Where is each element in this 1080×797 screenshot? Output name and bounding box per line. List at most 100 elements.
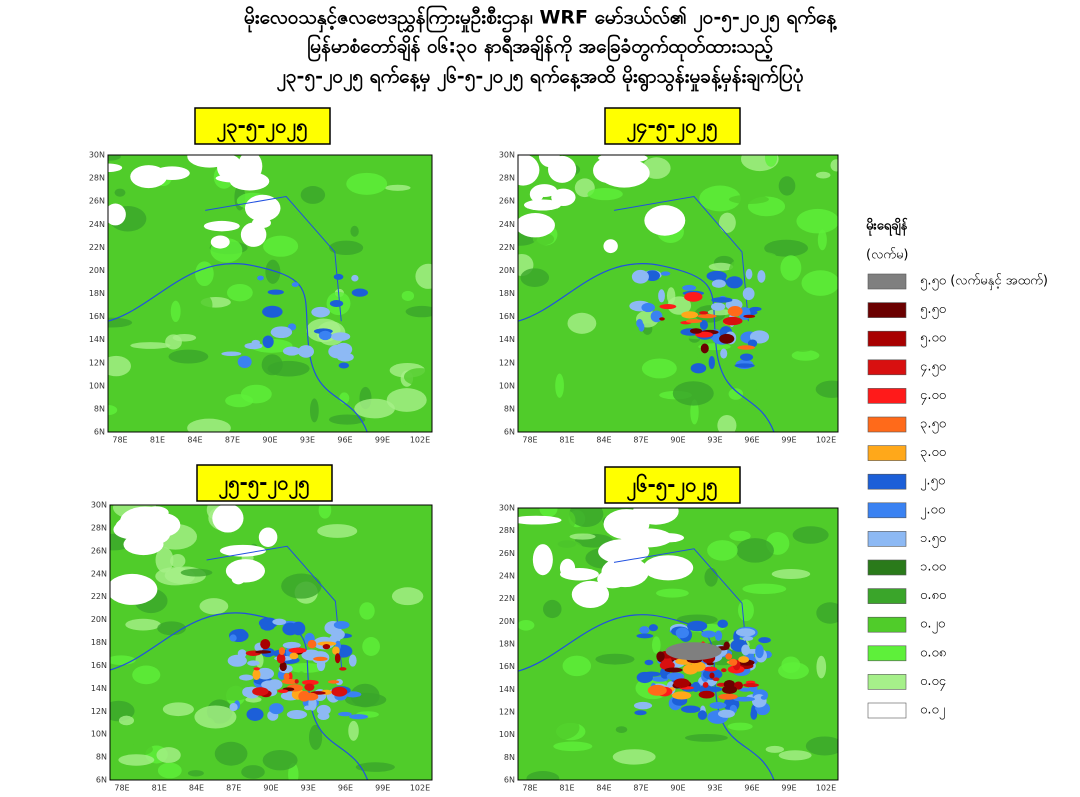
rain-patch (778, 750, 812, 761)
rain-patch (684, 734, 728, 742)
lon-label: 93E (707, 436, 722, 445)
rain-heavy (734, 363, 755, 368)
rain-patch (359, 602, 375, 620)
lat-label: 26N (91, 546, 107, 555)
lat-label: 22N (499, 243, 515, 252)
rain-patch (309, 398, 319, 423)
rain-heavy (650, 310, 663, 323)
legend-swatch (867, 273, 907, 290)
rain-patch (401, 290, 415, 302)
rain-patch (194, 705, 237, 729)
dry-patch (548, 155, 577, 183)
rain-patch (350, 225, 359, 237)
rain-patch (348, 720, 359, 741)
rain-extreme (301, 679, 319, 686)
lat-label: 22N (91, 592, 107, 601)
rain-patch (328, 414, 366, 425)
rain-extreme (697, 314, 717, 319)
map-area (110, 505, 432, 780)
lon-label: 81E (150, 436, 165, 445)
dry-patch (518, 515, 562, 525)
rain-patch (771, 568, 811, 580)
lon-label: 78E (112, 436, 127, 445)
lon-label: 84E (189, 784, 204, 793)
rain-patch (362, 637, 380, 656)
rain-extreme (718, 693, 738, 700)
rain-heavy (331, 332, 351, 341)
legend-swatch (867, 588, 907, 604)
lat-label: 18N (91, 638, 107, 647)
lon-label: 96E (744, 436, 759, 445)
rain-patch (168, 349, 209, 364)
rain-patch (562, 655, 592, 677)
rain-extreme (712, 677, 720, 682)
rain-heavy (328, 344, 347, 359)
rain-patch (815, 380, 838, 398)
rain-patch (792, 526, 829, 544)
lat-label: 18N (89, 289, 105, 298)
rain-patch (781, 656, 801, 674)
rain-patch (265, 259, 281, 284)
lat-label: 24N (91, 569, 107, 578)
rain-heavy (742, 636, 754, 641)
lat-label: 6N (96, 776, 107, 785)
rain-patch (575, 618, 588, 626)
legend-title: မိုးရေချိန် (866, 217, 909, 237)
rain-extreme (289, 652, 299, 660)
legend-label: ၅.၅၀ (920, 302, 946, 319)
rain-patch (520, 268, 550, 288)
rain-patch (539, 508, 558, 517)
rain-extreme (294, 679, 299, 684)
legend-label: ၀.၀၄ (920, 674, 947, 691)
rain-extreme (664, 667, 683, 673)
dry-patch (113, 519, 152, 540)
dry-patch (614, 159, 643, 179)
dry-patch (532, 544, 553, 576)
rain-heavy (680, 705, 701, 713)
rain-heavy (710, 302, 726, 311)
rain-extreme (283, 673, 290, 680)
rain-patch (555, 373, 564, 398)
date-box (194, 107, 331, 145)
rain-patch (736, 538, 774, 563)
rain-heavy (636, 633, 654, 639)
rain-extreme (682, 664, 699, 675)
rain-heavy (690, 363, 707, 374)
rain-heavy (682, 284, 697, 291)
rain-extreme (322, 644, 331, 650)
lon-label: 102E (816, 784, 836, 793)
rain-patch (405, 305, 432, 318)
lat-label: 28N (91, 523, 107, 532)
rain-heavy (697, 710, 708, 720)
rain-patch (258, 423, 270, 432)
rain-patch (300, 186, 326, 204)
rain-heavy (750, 708, 758, 720)
lat-label: 22N (89, 243, 105, 252)
rain-heavy (758, 637, 771, 644)
rain-patch (415, 263, 432, 289)
rain-heavy (247, 660, 260, 666)
rain-patch (355, 762, 395, 772)
rain-patch (699, 185, 741, 212)
rain-extreme (252, 669, 261, 681)
dry-patch (598, 155, 648, 164)
dry-patch (632, 508, 679, 525)
rain-patch (403, 368, 432, 386)
map-panel: ၂၃-၅-၂၀၂၅6N8N10N12N14N16N18N20N22N24N26N… (89, 107, 433, 445)
rain-patch (382, 637, 393, 645)
lat-label: 10N (89, 381, 105, 390)
rain-patch (118, 754, 155, 766)
rain-patch (690, 399, 699, 425)
rain-patch (365, 419, 409, 432)
rain-patch (187, 418, 231, 432)
rain-patch (262, 749, 298, 771)
rain-extreme (331, 686, 348, 697)
rain-patch (156, 747, 181, 764)
rain-patch (130, 342, 171, 349)
rain-heavy (642, 671, 661, 677)
rain-patch (329, 240, 364, 256)
rain-heavy (717, 619, 729, 629)
rain-extreme (276, 653, 286, 664)
rain-extreme (689, 328, 703, 334)
rain-extreme (647, 684, 667, 696)
